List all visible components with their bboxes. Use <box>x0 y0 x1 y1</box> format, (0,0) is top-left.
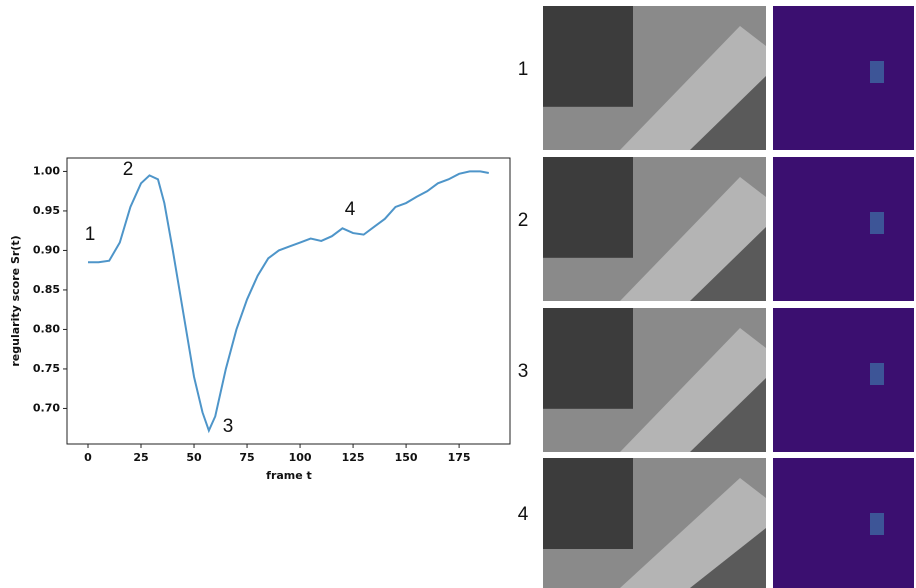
heatmap-spot <box>870 363 884 385</box>
row-label: 2 <box>518 210 529 231</box>
trees <box>543 6 633 107</box>
heatmap <box>773 458 914 588</box>
x-tick-label: 0 <box>84 451 92 464</box>
x-axis-label: frame t <box>266 469 312 482</box>
figure: frame t regularity score Sr(t) 1 2 3 4 0 25 5… <box>0 0 916 588</box>
annotation: 4 <box>345 199 356 220</box>
row-label: 3 <box>518 361 529 382</box>
y-tick-label: 0.85 <box>33 283 60 296</box>
heatmap-spot <box>870 212 884 234</box>
x-tick-label: 25 <box>133 451 148 464</box>
x-tick-label: 75 <box>239 451 254 464</box>
y-tick-label: 0.70 <box>33 401 60 414</box>
row-label: 4 <box>518 504 529 525</box>
trees <box>543 308 633 409</box>
annotation: 1 <box>85 224 96 245</box>
x-tick-label: 150 <box>395 451 418 464</box>
annotation: 2 <box>123 159 134 180</box>
line <box>88 171 489 430</box>
y-tick-label: 0.75 <box>33 362 60 375</box>
heatmap-spot <box>870 61 884 83</box>
heatmap-spot <box>870 513 884 535</box>
x-tick-label: 125 <box>342 451 365 464</box>
heatmap <box>773 157 914 301</box>
y-tick-label: 1.00 <box>33 164 60 177</box>
y-tick-label: 0.80 <box>33 322 60 335</box>
y-tick-label: 0.90 <box>33 243 60 256</box>
image-panels: 1 2 3 4 <box>518 6 914 588</box>
heatmap <box>773 6 914 150</box>
annotation: 3 <box>223 416 234 437</box>
heatmap <box>773 308 914 452</box>
x-tick-label: 50 <box>186 451 202 464</box>
row-label: 1 <box>518 59 529 80</box>
trees <box>543 157 633 258</box>
trees <box>543 458 633 549</box>
y-tick-label: 0.95 <box>33 204 60 217</box>
y-axis-label: regularity score Sr(t) <box>9 235 22 366</box>
x-tick-label: 100 <box>289 451 312 464</box>
x-tick-label: 175 <box>448 451 471 464</box>
